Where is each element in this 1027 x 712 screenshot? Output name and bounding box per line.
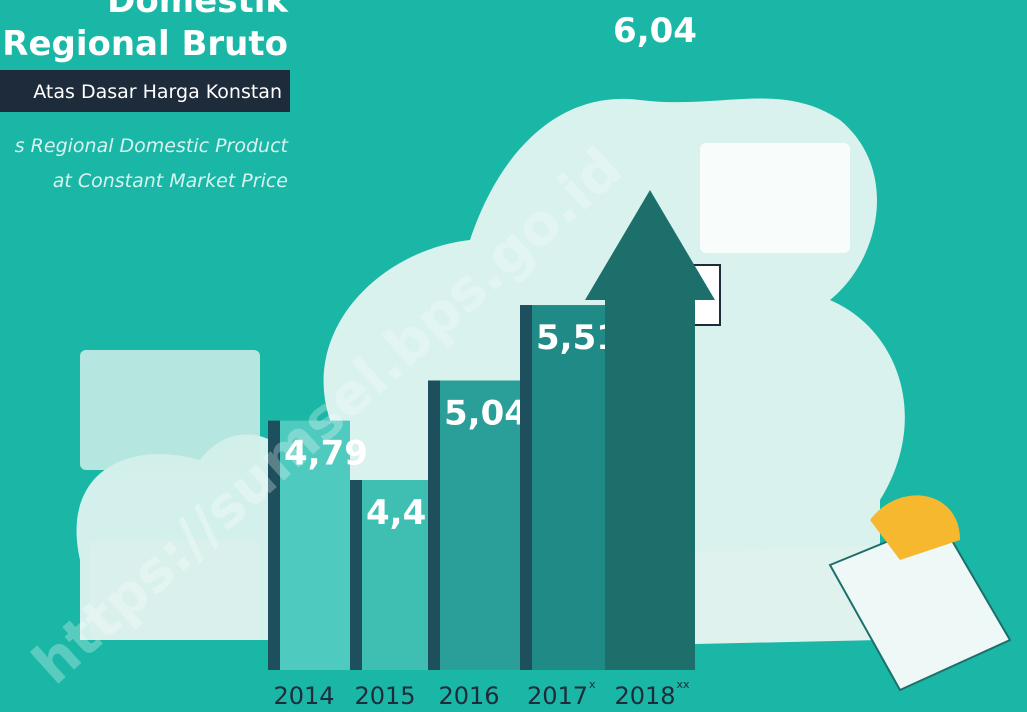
infographic: Domestik Regional Bruto Atas Dasar Harga… bbox=[0, 0, 1027, 712]
x-tick-label: 2017 bbox=[527, 682, 588, 710]
english-title: s Regional Domestic Product bbox=[15, 135, 290, 157]
title: Regional Bruto bbox=[2, 24, 288, 64]
x-tick-label: 2015 bbox=[354, 682, 415, 710]
x-tick-label: 2018 bbox=[614, 682, 675, 710]
chart-board bbox=[80, 350, 260, 470]
x-tick-label: 2014 bbox=[273, 682, 334, 710]
bar-edge bbox=[520, 305, 532, 670]
value-label: 5,04 bbox=[444, 393, 528, 433]
bar bbox=[520, 305, 605, 670]
english-title: at Constant Market Price bbox=[53, 170, 288, 192]
category-mark: x bbox=[589, 678, 596, 691]
subtitle: Atas Dasar Harga Konstan bbox=[33, 81, 282, 103]
bar-edge bbox=[428, 380, 440, 670]
bar-edge bbox=[350, 480, 362, 670]
value-label: 6,04 bbox=[613, 11, 697, 51]
chart-board bbox=[700, 143, 850, 253]
title: Domestik bbox=[107, 0, 289, 21]
x-tick-label: 2016 bbox=[438, 682, 499, 710]
category-mark: xx bbox=[677, 678, 691, 691]
